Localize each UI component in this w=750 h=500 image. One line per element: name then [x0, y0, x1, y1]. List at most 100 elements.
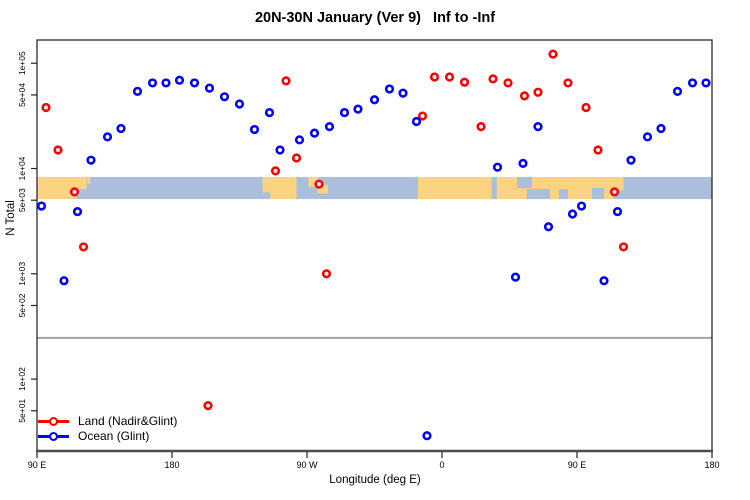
data-point-land: [78, 242, 89, 252]
data-point-ocean: [264, 107, 275, 118]
data-point-ocean: [249, 124, 260, 135]
y-tick-label: 5e+03: [17, 188, 27, 212]
legend-item-ocean: Ocean (Glint): [38, 429, 177, 444]
data-point-ocean: [599, 276, 609, 286]
data-point-ocean: [294, 135, 305, 145]
data-point-ocean: [543, 222, 554, 232]
land-circle-icon: [49, 417, 58, 426]
data-point-ocean: [626, 155, 636, 165]
data-point-land: [476, 122, 486, 132]
data-point-ocean: [510, 272, 521, 282]
data-point-land: [519, 91, 530, 101]
data-point-ocean: [687, 78, 698, 88]
data-point-land: [548, 49, 558, 59]
data-point-ocean: [422, 431, 432, 441]
data-point-ocean: [275, 145, 285, 155]
data-point-ocean: [612, 206, 623, 217]
data-point-land: [41, 102, 51, 113]
ocean-series-symbol: [38, 432, 69, 441]
data-point-ocean: [324, 122, 335, 132]
legend-label-land: Land (Nadir&Glint): [78, 414, 178, 428]
legend: Land (Nadir&Glint) Ocean (Glint): [38, 414, 177, 444]
x-axis-ticks: 90 E 180 90 W 0 90 E 180: [28, 452, 720, 470]
data-point-ocean: [147, 78, 158, 88]
y-tick-label: 1e+02: [17, 367, 27, 391]
data-point-land: [563, 78, 573, 88]
world-map-band: [37, 176, 712, 200]
data-point-ocean: [189, 78, 200, 88]
ocean-segment: [526, 189, 550, 200]
plot-title: 20N-30N January (Ver 9) Inf to -Inf: [254, 10, 496, 26]
land-series-points: [41, 49, 629, 411]
y-tick-label: 1e+05: [17, 51, 27, 75]
data-point-ocean: [701, 78, 711, 88]
y-tick-label: 1e+03: [17, 262, 27, 286]
data-point-land: [321, 269, 332, 279]
data-point-land: [69, 187, 80, 197]
data-point-ocean: [369, 95, 380, 105]
data-point-land: [593, 145, 603, 155]
x-tick-label: 90 E: [28, 460, 47, 470]
land-segment: [317, 184, 328, 194]
ocean-segment: [613, 190, 624, 200]
y-tick-label: 5e+02: [17, 293, 27, 317]
ocean-segment: [517, 176, 532, 189]
data-point-land: [281, 76, 291, 86]
y-tick-label: 1e+04: [17, 156, 27, 180]
data-point-land: [503, 78, 513, 88]
land-segment: [87, 176, 91, 184]
data-point-ocean: [86, 155, 96, 165]
data-point-ocean: [576, 201, 587, 211]
data-point-ocean: [132, 86, 143, 97]
data-point-ocean: [72, 206, 83, 217]
x-tick-label: 180: [704, 460, 719, 470]
data-point-ocean: [161, 78, 171, 88]
y-axis-ticks: 1e+05 5e+04 1e+04 5e+03 1e+03 5e+02 1e+02 5e+01: [17, 51, 37, 423]
data-point-land: [203, 401, 213, 411]
legend-label-ocean: Ocean (Glint): [78, 429, 150, 443]
legend-item-land: Land (Nadir&Glint): [38, 414, 177, 429]
data-point-ocean: [384, 84, 395, 94]
data-point-land: [53, 145, 63, 155]
data-point-ocean: [219, 92, 230, 102]
y-tick-label: 5e+01: [17, 399, 27, 423]
data-point-land: [429, 72, 440, 82]
data-point-ocean: [567, 209, 578, 219]
land-series-symbol: [38, 417, 69, 426]
data-point-land: [459, 77, 470, 87]
plot-box: [36, 39, 713, 453]
data-point-land: [533, 87, 543, 97]
data-point-ocean: [174, 75, 185, 85]
data-point-ocean: [492, 162, 503, 172]
data-point-ocean: [518, 158, 528, 168]
data-point-ocean: [102, 132, 113, 142]
x-tick-label: 0: [439, 460, 444, 470]
land-segment: [308, 176, 319, 187]
ocean-series-points: [36, 75, 711, 441]
data-point-ocean: [59, 276, 69, 286]
land-segment: [418, 176, 624, 200]
ocean-segment: [491, 176, 497, 200]
ocean-circle-icon: [49, 432, 58, 441]
data-point-ocean: [204, 83, 215, 93]
data-point-ocean: [36, 201, 47, 211]
data-point-ocean: [398, 88, 408, 98]
data-point-land: [609, 187, 620, 197]
land-segment: [262, 176, 271, 193]
data-point-land: [417, 111, 428, 121]
data-point-land: [488, 74, 498, 84]
data-point-land: [270, 166, 281, 176]
ocean-segment: [592, 188, 604, 200]
data-point-land: [291, 153, 302, 163]
data-point-land: [444, 72, 455, 82]
x-tick-label: 90 W: [296, 460, 318, 470]
data-point-ocean: [309, 128, 320, 138]
data-point-ocean: [339, 107, 350, 118]
ocean-segment: [559, 189, 568, 200]
x-axis-label: Longitude (deg E): [329, 474, 421, 486]
land-segment: [76, 176, 87, 190]
data-point-ocean: [672, 86, 683, 97]
data-point-ocean: [533, 122, 543, 132]
